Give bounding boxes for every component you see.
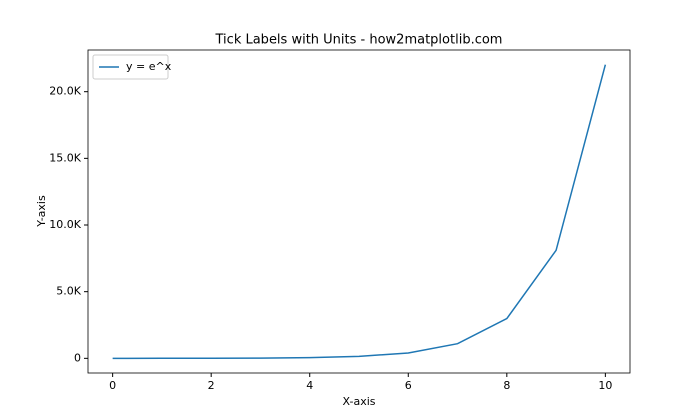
x-tick-label: 4 (306, 379, 313, 392)
chart-title: Tick Labels with Units - how2matplotlib.… (215, 33, 503, 48)
x-tick-label: 6 (405, 379, 412, 392)
x-tick-label: 0 (109, 379, 116, 392)
legend-label: y = e^x (126, 60, 172, 73)
y-tick-label: 0 (74, 351, 81, 364)
axes-frame (87, 49, 631, 374)
y-tick-label: 20.0K (49, 85, 81, 98)
x-tick-label: 8 (503, 379, 510, 392)
x-axis-label: X-axis (343, 395, 376, 408)
y-axis-label: Y-axis (35, 195, 48, 228)
x-tick-label: 10 (598, 379, 612, 392)
legend-box (92, 54, 169, 80)
y-tick-label: 15.0K (49, 151, 81, 164)
data-line (112, 64, 607, 360)
y-tick-label: 5.0K (56, 285, 81, 298)
y-tick-label: 10.0K (49, 218, 81, 231)
x-tick-label: 2 (208, 379, 215, 392)
